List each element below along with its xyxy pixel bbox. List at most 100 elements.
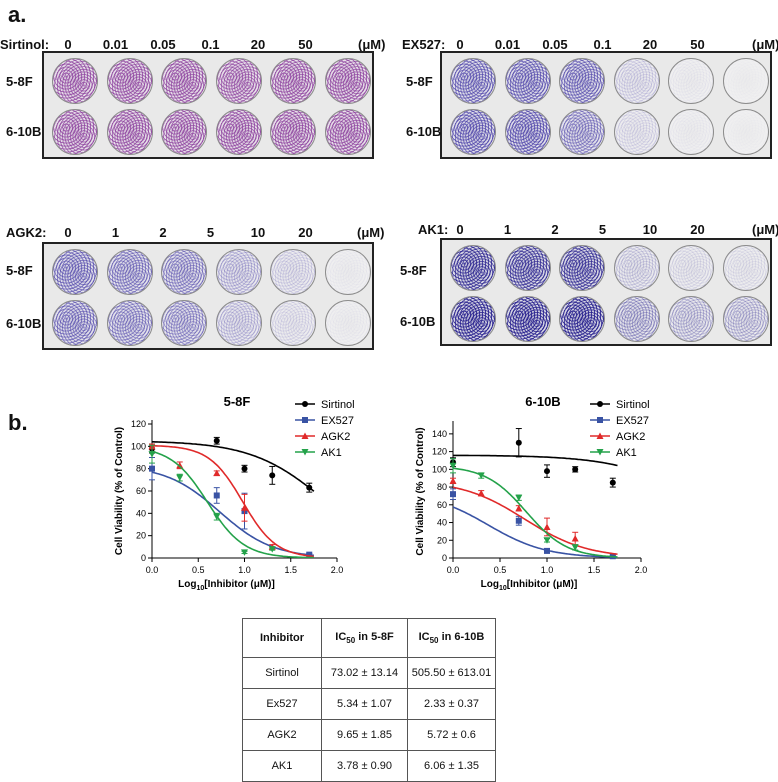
data-point-ak1 bbox=[543, 537, 551, 544]
colony-well bbox=[722, 296, 769, 342]
colony-well bbox=[324, 58, 371, 104]
dose-label: 2 bbox=[159, 225, 167, 240]
data-point-ak1 bbox=[268, 546, 276, 553]
colony-well bbox=[613, 58, 660, 104]
colony-well bbox=[324, 249, 371, 295]
plate-image bbox=[42, 51, 374, 159]
row-inhibitor: AK1 bbox=[242, 750, 322, 782]
colony-well bbox=[613, 109, 660, 155]
table-row: Sirtinol 73.02 ± 13.14 505.50 ± 613.01 bbox=[242, 657, 496, 689]
y-tick-label: 0 bbox=[141, 553, 146, 563]
x-axis-label: Log10[Inhibitor (μM)] bbox=[178, 579, 275, 592]
dose-label: 1 bbox=[111, 225, 120, 240]
y-tick-label: 100 bbox=[131, 441, 146, 451]
colony-well bbox=[504, 296, 551, 342]
dose-label: 1 bbox=[503, 222, 512, 237]
data-point-ex527 bbox=[544, 547, 550, 554]
colony-well bbox=[504, 245, 551, 291]
colony-well bbox=[559, 109, 605, 155]
series-ex527-fit-line bbox=[453, 506, 618, 558]
series-ak1-fit-line bbox=[152, 450, 314, 558]
data-point-agk2 bbox=[477, 489, 485, 497]
legend-marker bbox=[597, 401, 603, 407]
y-axis-label: Cell Viability (% of Control) bbox=[114, 427, 125, 555]
x-tick-label: 0.5 bbox=[192, 565, 205, 575]
header-ic50-6-10b: IC50 in 6-10B bbox=[407, 618, 496, 658]
colony-well bbox=[215, 109, 262, 155]
x-tick-label: 1.5 bbox=[588, 565, 601, 575]
dose-label: 2 bbox=[551, 222, 559, 237]
colony-well bbox=[324, 300, 371, 346]
colony-well bbox=[106, 300, 153, 346]
row-ic50-6-10b: 2.33 ± 0.37 bbox=[407, 688, 496, 720]
legend-marker bbox=[302, 417, 308, 423]
row-ic50-6-10b: 505.50 ± 613.01 bbox=[407, 657, 496, 689]
data-point-agk2 bbox=[176, 461, 184, 469]
y-tick-label: 140 bbox=[432, 429, 447, 439]
cell-line-label: 6-10B bbox=[400, 314, 436, 329]
colony-well bbox=[613, 296, 660, 342]
data-point-ak1 bbox=[176, 474, 184, 482]
y-tick-label: 60 bbox=[437, 500, 447, 510]
colony-well bbox=[270, 249, 316, 295]
data-point-sirtinol bbox=[213, 437, 220, 444]
data-point-ex527 bbox=[515, 517, 522, 524]
y-tick-label: 120 bbox=[432, 447, 447, 457]
data-point-sirtinol bbox=[269, 472, 276, 479]
colony-well bbox=[668, 245, 714, 291]
legend-label: AGK2 bbox=[616, 431, 645, 443]
data-point-ex527 bbox=[306, 551, 313, 558]
x-tick-label: 0.5 bbox=[494, 565, 507, 575]
panel-a-label: a. bbox=[8, 2, 27, 27]
plate-image bbox=[42, 242, 374, 350]
row-ic50-6-10b: 5.72 ± 0.6 bbox=[407, 719, 496, 751]
colony-well bbox=[559, 296, 605, 342]
data-point-ex527 bbox=[450, 491, 456, 498]
row-inhibitor: Ex527 bbox=[242, 688, 322, 720]
colony-well bbox=[106, 109, 153, 155]
plate-agent-label: Sirtinol: bbox=[0, 37, 50, 52]
colony-well bbox=[450, 58, 496, 104]
y-tick-label: 40 bbox=[437, 518, 447, 528]
x-axis-label: Log10[Inhibitor (μM)] bbox=[481, 579, 578, 592]
colony-well bbox=[450, 245, 496, 291]
colony-well bbox=[504, 58, 551, 104]
header-inhibitor: Inhibitor bbox=[242, 618, 322, 658]
cell-line-label: 6-10B bbox=[406, 124, 442, 139]
dose-label: 0.01 bbox=[102, 37, 129, 52]
table-row: Ex527 5.34 ± 1.07 2.33 ± 0.37 bbox=[242, 688, 496, 720]
x-tick-label: 1.0 bbox=[541, 565, 554, 575]
colony-well bbox=[668, 296, 714, 342]
dose-label: 50 bbox=[298, 37, 313, 52]
row-inhibitor: Sirtinol bbox=[242, 657, 322, 689]
row-ic50-6-10b: 6.06 ± 1.35 bbox=[407, 750, 496, 782]
data-point-sirtinol bbox=[544, 468, 550, 475]
plate-agent-label: AK1: bbox=[418, 222, 449, 237]
cell-line-label: 5-8F bbox=[406, 74, 433, 89]
dose-label: 10 bbox=[642, 222, 658, 237]
colony-well bbox=[559, 58, 605, 104]
series-agk2-fit-line bbox=[152, 444, 314, 558]
colony-well bbox=[324, 109, 371, 155]
legend-label: EX527 bbox=[616, 415, 649, 427]
table-header-row: Inhibitor IC50 in 5-8F IC50 in 6-10B bbox=[242, 618, 496, 658]
y-tick-label: 120 bbox=[131, 419, 146, 429]
dose-label: 0.1 bbox=[201, 37, 220, 52]
y-tick-label: 80 bbox=[437, 482, 447, 492]
legend-label: Sirtinol bbox=[616, 399, 650, 411]
data-point-sirtinol bbox=[241, 465, 248, 472]
dose-label: 0.1 bbox=[593, 37, 612, 52]
dose-label: 50 bbox=[690, 37, 705, 52]
colony-well bbox=[668, 109, 714, 155]
data-point-ak1 bbox=[213, 513, 221, 521]
legend-label: EX527 bbox=[321, 415, 354, 427]
legend-label: AGK2 bbox=[321, 431, 350, 443]
dose-unit-label: (μM) bbox=[358, 37, 386, 52]
y-tick-label: 20 bbox=[136, 531, 146, 541]
dose-unit-label: (μM) bbox=[752, 37, 778, 52]
data-point-sirtinol bbox=[515, 439, 522, 446]
legend-label: AK1 bbox=[321, 447, 342, 459]
data-point-ak1 bbox=[515, 494, 523, 502]
x-tick-label: 1.5 bbox=[284, 565, 297, 575]
y-axis-label: Cell Viability (% of Control) bbox=[415, 427, 426, 555]
